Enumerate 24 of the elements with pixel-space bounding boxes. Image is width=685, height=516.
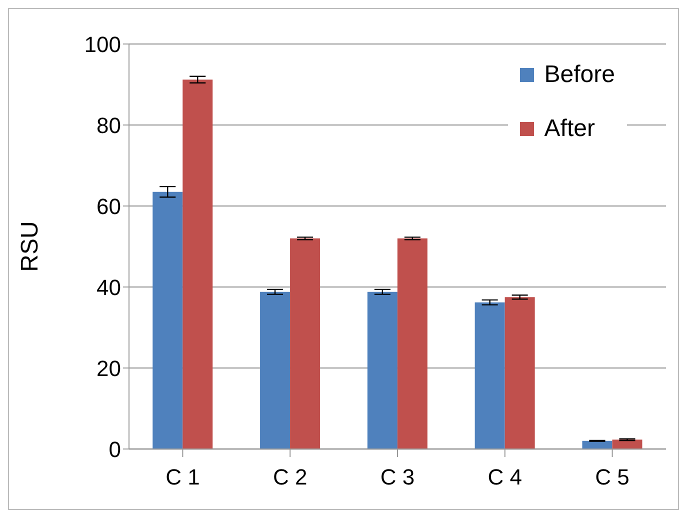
legend-label: After <box>544 114 595 144</box>
legend-label: Before <box>544 60 615 90</box>
bar <box>612 440 642 449</box>
y-tick-label: 20 <box>96 356 121 381</box>
bar <box>260 292 290 449</box>
bar <box>290 238 320 449</box>
y-tick-label: 40 <box>96 274 121 300</box>
y-axis-title: RSU <box>16 221 44 272</box>
bar <box>397 238 428 449</box>
bar <box>582 440 612 449</box>
y-tick-label: 100 <box>84 32 121 57</box>
x-tick-label: C 2 <box>272 464 308 490</box>
bar <box>367 292 398 449</box>
x-tick-label: C 3 <box>380 464 415 490</box>
bar <box>152 192 183 449</box>
bar <box>504 297 535 449</box>
bar <box>474 302 505 449</box>
y-tick-label: 0 <box>108 436 121 462</box>
x-tick-label: C 5 <box>595 464 630 490</box>
x-tick-label: C 1 <box>166 464 200 490</box>
x-tick-label: C 4 <box>488 464 522 490</box>
bar <box>182 80 213 449</box>
y-tick-label: 80 <box>96 112 121 138</box>
y-tick-label: 60 <box>96 194 121 219</box>
